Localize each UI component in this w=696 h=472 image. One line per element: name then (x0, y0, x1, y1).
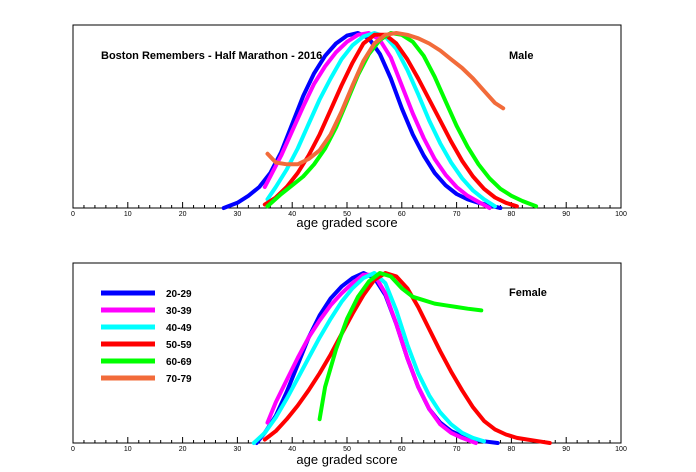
male-chart-title: Boston Remembers - Half Marathon - 2016 (101, 50, 322, 62)
legend-label-50-59: 50-59 (166, 340, 192, 351)
female-series-20-29 (254, 271, 500, 445)
male-x-tick-label: 80 (508, 211, 516, 218)
male-x-tick-label: 0 (71, 211, 75, 218)
female-series-40-49 (251, 271, 486, 445)
legend-label-20-29: 20-29 (166, 289, 192, 300)
female-x-tick-label: 90 (562, 446, 570, 453)
female-x-tick-label: 50 (343, 446, 351, 453)
male-x-tick-label: 50 (343, 211, 351, 218)
female-series-50-59 (262, 271, 552, 445)
legend-label-60-69: 60-69 (166, 357, 192, 368)
male-x-axis-label: age graded score (296, 215, 397, 230)
male-x-tick-label: 100 (615, 211, 627, 218)
male-x-tick-label: 70 (453, 211, 461, 218)
legend-label-30-39: 30-39 (166, 306, 192, 317)
female-x-tick-label: 20 (179, 446, 187, 453)
legend-label-40-49: 40-49 (166, 323, 192, 334)
female-panel-label: Female (509, 287, 547, 299)
female-x-axis: 0 10 20 30 40 50 60 70 80 90 100 (71, 437, 627, 453)
male-panel: 0 10 20 30 40 50 60 70 80 90 100 Boston Remembers … (71, 24, 627, 230)
male-series-group (221, 31, 539, 210)
male-x-tick-label: 30 (234, 211, 242, 218)
female-series-group (251, 271, 552, 445)
male-panel-label: Male (509, 50, 533, 62)
female-x-tick-label: 40 (288, 446, 296, 453)
male-x-tick-label: 10 (124, 211, 132, 218)
female-series-60-69 (317, 271, 484, 422)
female-panel: 0 10 20 30 40 50 60 70 80 90 100 Female age graded… (71, 262, 627, 467)
male-series-70-79 (265, 31, 506, 167)
female-x-tick-label: 0 (71, 446, 75, 453)
female-x-tick-label: 80 (508, 446, 516, 453)
legend: 20-29 30-39 40-49 50-59 60-69 70-79 (101, 289, 192, 385)
male-x-tick-label: 20 (179, 211, 187, 218)
female-x-tick-label: 30 (234, 446, 242, 453)
legend-label-70-79: 70-79 (166, 374, 192, 385)
female-x-tick-label: 100 (615, 446, 627, 453)
male-x-tick-label: 90 (562, 211, 570, 218)
female-x-axis-label: age graded score (296, 452, 397, 467)
male-x-tick-label: 40 (288, 211, 296, 218)
female-x-tick-label: 70 (453, 446, 461, 453)
female-x-tick-label: 10 (124, 446, 132, 453)
male-x-tick-label: 60 (398, 211, 406, 218)
female-x-tick-label: 60 (398, 446, 406, 453)
